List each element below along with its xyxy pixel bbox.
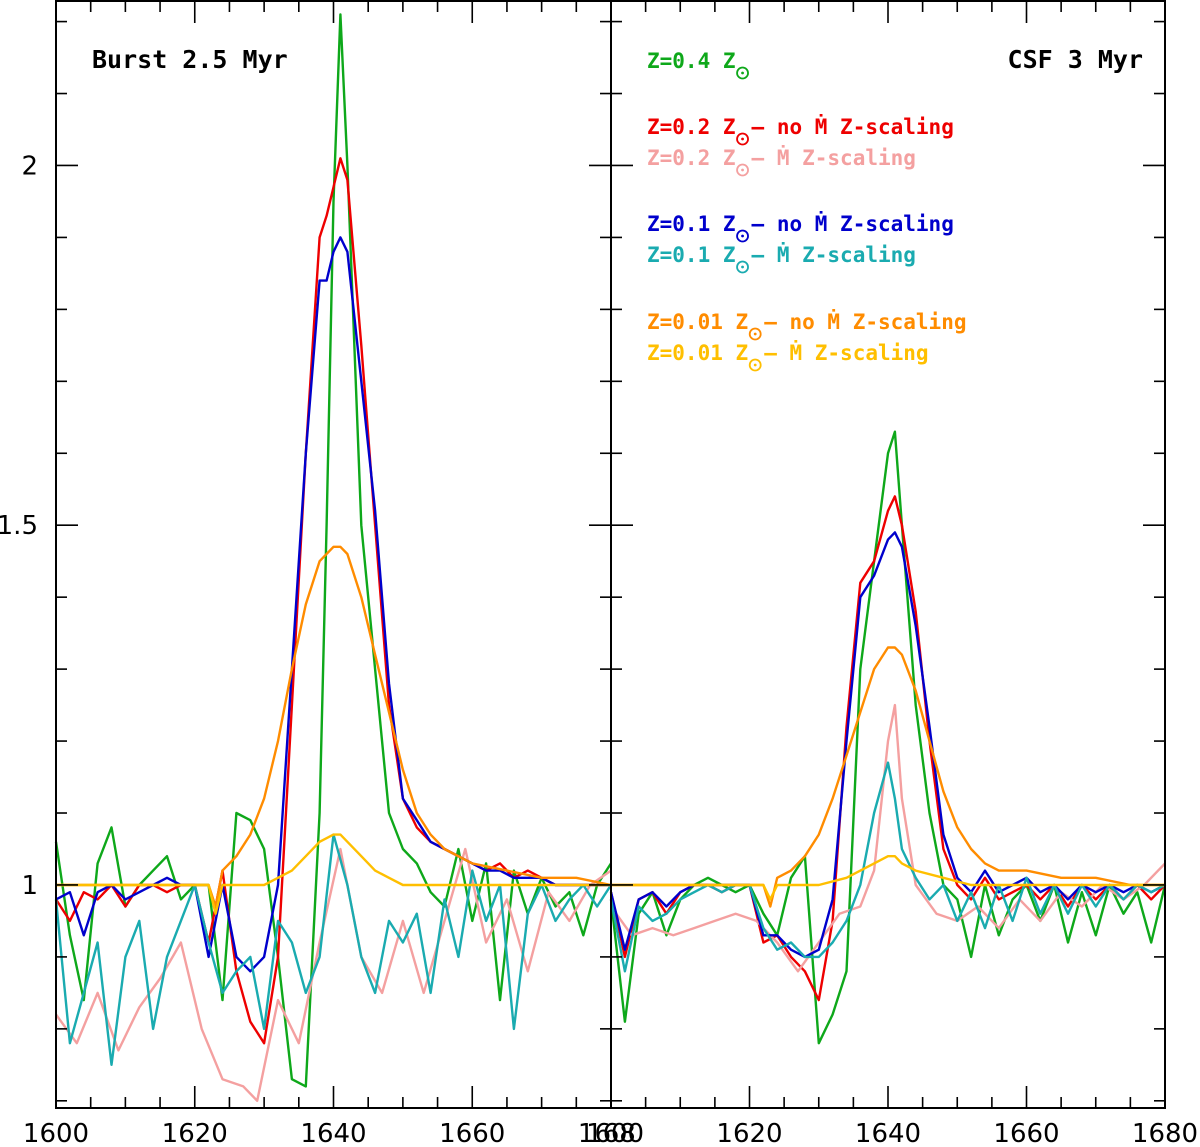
legend-suffix: – Ṁ Z-scaling xyxy=(764,340,928,365)
xtick-label-right-1680: 1680 xyxy=(1132,1119,1198,1147)
panel-right: 1600 1620 1640 1660 1680 CSF 3 Myr xyxy=(578,0,1198,1147)
solar-symbol-dot xyxy=(741,71,744,75)
solar-symbol-icon xyxy=(748,358,762,372)
legend-entry-2: Z=0.2 Z – Ṁ Z-scaling xyxy=(647,145,916,177)
legend-label: Z=0.4 Z xyxy=(647,49,736,73)
legend-label: Z=0.01 Z xyxy=(647,341,748,365)
legend-suffix: – no Ṁ Z-scaling xyxy=(764,309,966,334)
plot-frame-left xyxy=(55,0,612,1109)
panel-title-left: Burst 2.5 Myr xyxy=(92,45,288,74)
ytick-label-1.5: 1.5 xyxy=(0,511,38,541)
legend-entry-0: Z=0.4 Z xyxy=(647,49,749,80)
xtick-label-right-1660: 1660 xyxy=(993,1119,1059,1147)
solar-symbol-dot xyxy=(741,168,744,172)
xtick-label-left-1600: 1600 xyxy=(23,1119,89,1147)
series-line-right-4 xyxy=(609,761,1166,973)
solar-symbol-icon xyxy=(736,66,749,80)
solar-symbol-dot xyxy=(753,363,757,367)
solar-symbol-icon xyxy=(736,132,749,146)
legend-suffix: – Ṁ Z-scaling xyxy=(752,145,916,170)
solar-symbol-icon xyxy=(736,260,749,274)
xtick-label-right-1600: 1600 xyxy=(578,1119,644,1147)
legend-entry-5: Z=0.01 Z – no Ṁ Z-scaling xyxy=(647,309,966,341)
legend-label: Z=0.1 Z xyxy=(647,243,736,267)
ytick-label-1: 1 xyxy=(21,871,38,901)
series-line-left-3 xyxy=(55,236,611,973)
panel-title-right: CSF 3 Myr xyxy=(1008,45,1143,74)
legend-label: Z=0.01 Z xyxy=(647,310,748,334)
series-line-right-0 xyxy=(609,430,1167,1045)
xtick-label-left-1620: 1620 xyxy=(162,1119,228,1147)
solar-symbol-dot xyxy=(741,137,744,141)
xtick-label-left-168: 168 xyxy=(586,1119,636,1147)
solar-symbol-icon xyxy=(736,163,749,177)
solar-symbol-icon xyxy=(736,229,749,243)
ytick-label-2: 2 xyxy=(21,151,38,181)
xtick-label-left-1660: 1660 xyxy=(439,1119,505,1147)
series-line-left-5 xyxy=(56,545,612,908)
solar-symbol-dot xyxy=(741,265,744,269)
series-group-right xyxy=(609,430,1167,1045)
panel-left: 1600 1620 1640 1660 168 1 1.5 2 Burst 2.5 Myr xyxy=(0,0,636,1147)
series-line-left-4 xyxy=(54,833,613,1067)
legend-suffix: – no Ṁ Z-scaling xyxy=(752,211,954,236)
solar-symbol-dot xyxy=(753,332,757,336)
legend-entry-3: Z=0.1 Z – no Ṁ Z-scaling xyxy=(647,211,954,243)
ticks-right xyxy=(610,1,1166,1108)
xtick-label-right-1620: 1620 xyxy=(716,1119,782,1147)
legend-suffix: – no Ṁ Z-scaling xyxy=(752,114,954,139)
xtick-label-right-1640: 1640 xyxy=(855,1119,921,1147)
legend-suffix: – Ṁ Z-scaling xyxy=(752,242,916,267)
legend-entry-6: Z=0.01 Z – Ṁ Z-scaling xyxy=(647,340,929,372)
series-line-right-5 xyxy=(611,646,1165,908)
legend-label: Z=0.2 Z xyxy=(647,146,736,170)
series-line-right-2 xyxy=(610,703,1166,973)
legend-label: Z=0.2 Z xyxy=(647,115,736,139)
solar-symbol-icon xyxy=(748,327,762,341)
legend-entry-4: Z=0.1 Z – Ṁ Z-scaling xyxy=(647,242,916,274)
legend-entry-1: Z=0.2 Z – no Ṁ Z-scaling xyxy=(647,114,954,146)
legend-label: Z=0.1 Z xyxy=(647,212,736,236)
series-line-left-0 xyxy=(54,13,613,1088)
series-group-left xyxy=(54,13,613,1103)
ticks-left xyxy=(55,1,612,1108)
series-line-left-6 xyxy=(56,833,611,915)
xtick-label-left-1640: 1640 xyxy=(300,1119,366,1147)
series-line-right-6 xyxy=(611,855,1165,901)
solar-symbol-dot xyxy=(741,234,744,238)
